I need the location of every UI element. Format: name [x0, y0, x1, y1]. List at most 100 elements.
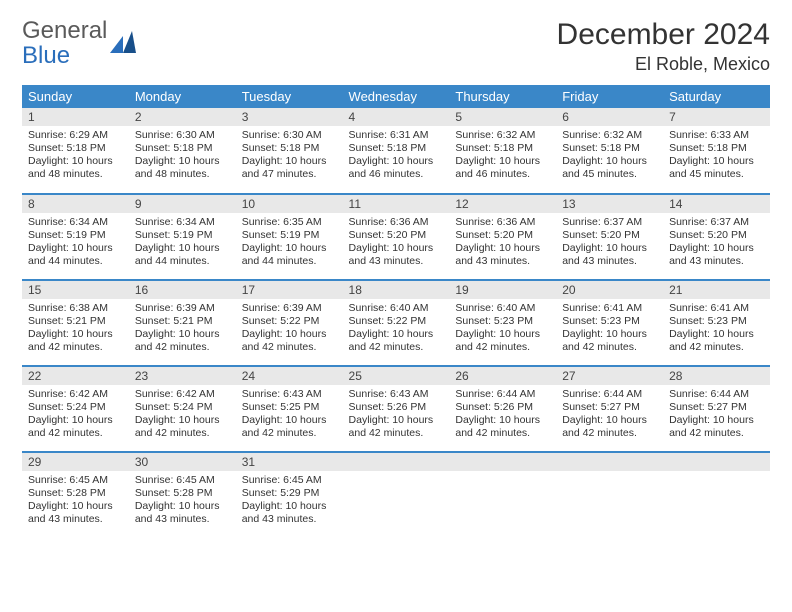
calendar-cell [343, 452, 450, 538]
sunset-text: Sunset: 5:19 PM [135, 229, 230, 242]
day-number-empty [343, 453, 450, 471]
day-number: 12 [449, 195, 556, 213]
calendar-week-row: 29Sunrise: 6:45 AMSunset: 5:28 PMDayligh… [22, 452, 770, 538]
sunrise-text: Sunrise: 6:32 AM [455, 129, 550, 142]
daylight-text: Daylight: 10 hours and 42 minutes. [562, 414, 657, 440]
day-details: Sunrise: 6:40 AMSunset: 5:22 PMDaylight:… [343, 299, 450, 359]
page-header: General Blue December 2024 El Roble, Mex… [22, 18, 770, 75]
sunrise-text: Sunrise: 6:34 AM [135, 216, 230, 229]
logo: General Blue [22, 18, 136, 68]
calendar-week-row: 15Sunrise: 6:38 AMSunset: 5:21 PMDayligh… [22, 280, 770, 366]
logo-mark-icon [110, 31, 136, 58]
calendar-cell: 9Sunrise: 6:34 AMSunset: 5:19 PMDaylight… [129, 194, 236, 280]
day-number: 5 [449, 108, 556, 126]
calendar-cell: 24Sunrise: 6:43 AMSunset: 5:25 PMDayligh… [236, 366, 343, 452]
calendar-cell: 12Sunrise: 6:36 AMSunset: 5:20 PMDayligh… [449, 194, 556, 280]
daylight-text: Daylight: 10 hours and 42 minutes. [349, 328, 444, 354]
calendar-cell: 5 Sunrise: 6:32 AMSunset: 5:18 PMDaylight… [449, 108, 556, 194]
sunset-text: Sunset: 5:19 PM [242, 229, 337, 242]
sunset-text: Sunset: 5:20 PM [669, 229, 764, 242]
day-number: 16 [129, 281, 236, 299]
day-details: Sunrise: 6:39 AMSunset: 5:22 PMDaylight:… [236, 299, 343, 359]
weekday-header-row: Sunday Monday Tuesday Wednesday Thursday… [22, 85, 770, 108]
daylight-text: Daylight: 10 hours and 45 minutes. [669, 155, 764, 181]
sunrise-text: Sunrise: 6:39 AM [135, 302, 230, 315]
sunrise-text: Sunrise: 6:41 AM [562, 302, 657, 315]
day-details: Sunrise: 6:38 AMSunset: 5:21 PMDaylight:… [22, 299, 129, 359]
daylight-text: Daylight: 10 hours and 47 minutes. [242, 155, 337, 181]
daylight-text: Daylight: 10 hours and 44 minutes. [28, 242, 123, 268]
daylight-text: Daylight: 10 hours and 42 minutes. [135, 328, 230, 354]
weekday-wed: Wednesday [343, 85, 450, 108]
day-number: 26 [449, 367, 556, 385]
sunrise-text: Sunrise: 6:32 AM [562, 129, 657, 142]
logo-text-2: Blue [22, 42, 70, 69]
sunset-text: Sunset: 5:18 PM [455, 142, 550, 155]
daylight-text: Daylight: 10 hours and 42 minutes. [28, 328, 123, 354]
daylight-text: Daylight: 10 hours and 42 minutes. [242, 414, 337, 440]
sunrise-text: Sunrise: 6:37 AM [669, 216, 764, 229]
calendar-cell: 15Sunrise: 6:38 AMSunset: 5:21 PMDayligh… [22, 280, 129, 366]
day-number: 13 [556, 195, 663, 213]
location-label: El Roble, Mexico [557, 54, 770, 75]
weekday-sat: Saturday [663, 85, 770, 108]
day-details: Sunrise: 6:31 AMSunset: 5:18 PMDaylight:… [343, 126, 450, 186]
daylight-text: Daylight: 10 hours and 46 minutes. [455, 155, 550, 181]
sunrise-text: Sunrise: 6:38 AM [28, 302, 123, 315]
calendar-week-row: 22Sunrise: 6:42 AMSunset: 5:24 PMDayligh… [22, 366, 770, 452]
day-number: 30 [129, 453, 236, 471]
day-details: Sunrise: 6:44 AMSunset: 5:27 PMDaylight:… [663, 385, 770, 445]
daylight-text: Daylight: 10 hours and 43 minutes. [349, 242, 444, 268]
day-details: Sunrise: 6:30 AMSunset: 5:18 PMDaylight:… [236, 126, 343, 186]
day-details: Sunrise: 6:29 AMSunset: 5:18 PMDaylight:… [22, 126, 129, 186]
weekday-tue: Tuesday [236, 85, 343, 108]
daylight-text: Daylight: 10 hours and 42 minutes. [242, 328, 337, 354]
sunrise-text: Sunrise: 6:43 AM [242, 388, 337, 401]
day-details: Sunrise: 6:43 AMSunset: 5:25 PMDaylight:… [236, 385, 343, 445]
day-details-empty [556, 471, 663, 521]
sunrise-text: Sunrise: 6:44 AM [562, 388, 657, 401]
daylight-text: Daylight: 10 hours and 42 minutes. [562, 328, 657, 354]
daylight-text: Daylight: 10 hours and 43 minutes. [562, 242, 657, 268]
sunrise-text: Sunrise: 6:40 AM [455, 302, 550, 315]
day-number: 10 [236, 195, 343, 213]
sunrise-text: Sunrise: 6:40 AM [349, 302, 444, 315]
sunset-text: Sunset: 5:20 PM [562, 229, 657, 242]
daylight-text: Daylight: 10 hours and 42 minutes. [28, 414, 123, 440]
day-number: 31 [236, 453, 343, 471]
calendar-week-row: 8Sunrise: 6:34 AMSunset: 5:19 PMDaylight… [22, 194, 770, 280]
day-number: 22 [22, 367, 129, 385]
sunset-text: Sunset: 5:23 PM [455, 315, 550, 328]
calendar-cell: 4Sunrise: 6:31 AMSunset: 5:18 PMDaylight… [343, 108, 450, 194]
sunrise-text: Sunrise: 6:44 AM [669, 388, 764, 401]
calendar-cell: 1Sunrise: 6:29 AMSunset: 5:18 PMDaylight… [22, 108, 129, 194]
day-details: Sunrise: 6:45 AMSunset: 5:29 PMDaylight:… [236, 471, 343, 531]
sunset-text: Sunset: 5:21 PM [28, 315, 123, 328]
sunrise-text: Sunrise: 6:36 AM [455, 216, 550, 229]
calendar-cell: 13Sunrise: 6:37 AMSunset: 5:20 PMDayligh… [556, 194, 663, 280]
calendar-body: 1Sunrise: 6:29 AMSunset: 5:18 PMDaylight… [22, 108, 770, 538]
daylight-text: Daylight: 10 hours and 42 minutes. [669, 414, 764, 440]
calendar-cell: 14Sunrise: 6:37 AMSunset: 5:20 PMDayligh… [663, 194, 770, 280]
calendar-cell [663, 452, 770, 538]
day-details: Sunrise: 6:41 AMSunset: 5:23 PMDaylight:… [556, 299, 663, 359]
sunrise-text: Sunrise: 6:45 AM [28, 474, 123, 487]
sunset-text: Sunset: 5:20 PM [455, 229, 550, 242]
calendar-cell: 6Sunrise: 6:32 AMSunset: 5:18 PMDaylight… [556, 108, 663, 194]
daylight-text: Daylight: 10 hours and 48 minutes. [28, 155, 123, 181]
day-number: 11 [343, 195, 450, 213]
sunset-text: Sunset: 5:27 PM [562, 401, 657, 414]
day-number: 15 [22, 281, 129, 299]
sunset-text: Sunset: 5:22 PM [349, 315, 444, 328]
sunrise-text: Sunrise: 6:41 AM [669, 302, 764, 315]
sunset-text: Sunset: 5:29 PM [242, 487, 337, 500]
daylight-text: Daylight: 10 hours and 43 minutes. [135, 500, 230, 526]
day-number-empty [663, 453, 770, 471]
sunset-text: Sunset: 5:26 PM [455, 401, 550, 414]
sunset-text: Sunset: 5:18 PM [242, 142, 337, 155]
day-details: Sunrise: 6:42 AMSunset: 5:24 PMDaylight:… [22, 385, 129, 445]
calendar-cell: 8Sunrise: 6:34 AMSunset: 5:19 PMDaylight… [22, 194, 129, 280]
day-details: Sunrise: 6:40 AMSunset: 5:23 PMDaylight:… [449, 299, 556, 359]
sunrise-text: Sunrise: 6:45 AM [242, 474, 337, 487]
logo-text-1: General [22, 17, 107, 44]
